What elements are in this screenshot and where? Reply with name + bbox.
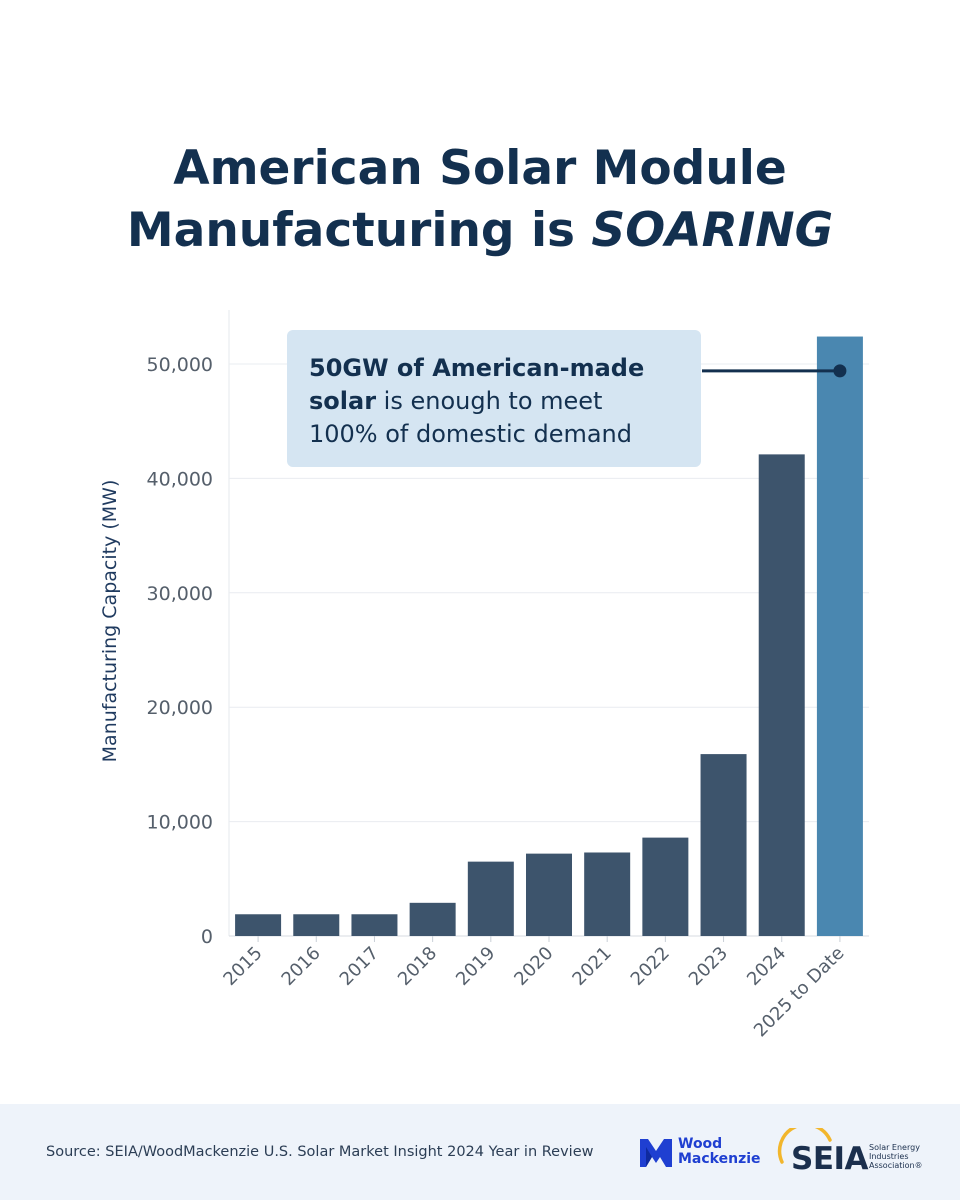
annotation-marker	[833, 364, 847, 378]
x-tick-label: 2021	[568, 943, 615, 990]
y-tick-label: 40,000	[147, 468, 213, 490]
y-tick-label: 10,000	[147, 812, 213, 834]
chart-title: American Solar Module Manufacturing is S…	[0, 138, 960, 262]
x-tick-label: 2024	[743, 943, 790, 990]
woodmackenzie-logo: Wood Mackenzie	[640, 1137, 770, 1171]
x-tick-label: 2023	[685, 943, 732, 990]
bar-2021	[584, 852, 631, 936]
y-tick-label: 50,000	[147, 354, 213, 376]
bar-2022	[642, 837, 689, 936]
woodmac-line-1: Wood	[678, 1136, 723, 1152]
y-tick-label: 30,000	[147, 583, 213, 605]
title-line-2-prefix: Manufacturing is	[126, 203, 592, 258]
annotation-callout: 50GW of American-made solar is enough to…	[287, 330, 701, 467]
bar-2017	[351, 914, 398, 936]
bar-2025-to-date	[816, 336, 863, 936]
seia-sun-arc-icon	[777, 1128, 832, 1164]
callout-bold-2: solar	[309, 387, 377, 415]
x-tick-label: 2022	[627, 943, 674, 990]
y-tick-label: 0	[201, 926, 213, 948]
seia-logo: SEIA Solar Energy Industries Association…	[776, 1128, 946, 1180]
bar-chart: 0 10,000 20,000 30,000 40,000 50,000 2015 2016…	[99, 310, 869, 1041]
callout-bold-1: 50GW of American-made	[309, 354, 645, 382]
callout-line-3: 100% of domestic demand	[309, 420, 633, 448]
x-tick-label: 2019	[452, 943, 499, 990]
seia-small-1: Solar Energy	[869, 1143, 920, 1152]
x-tick-label: 2020	[510, 943, 557, 990]
seia-wordmark: SEIA	[791, 1141, 869, 1177]
y-axis-label: Manufacturing Capacity (MW)	[99, 480, 121, 763]
callout-line-1: 50GW of American-made	[309, 352, 681, 385]
x-tick-label: 2018	[394, 943, 441, 990]
bar-2024	[758, 454, 805, 936]
seia-small-2: Industries	[869, 1152, 909, 1161]
x-tick-label: 2017	[336, 943, 383, 990]
bar-2020	[526, 853, 572, 936]
bar-2018	[409, 902, 456, 936]
callout-rest-2: is enough to meet	[376, 387, 603, 415]
bar-2023	[700, 754, 747, 936]
title-emphasis: SOARING	[591, 203, 834, 258]
woodmackenzie-wordmark: Wood Mackenzie	[678, 1137, 761, 1167]
title-line-1: American Solar Module	[173, 141, 787, 196]
y-tick-label: 20,000	[147, 697, 213, 719]
callout-line-2: solar is enough to meet	[309, 385, 681, 418]
bar-2015	[235, 914, 282, 936]
bar-2019	[467, 861, 514, 936]
title-line-2: Manufacturing is SOARING	[0, 200, 960, 262]
bar-2016	[293, 914, 340, 936]
source-note: Source: SEIA/WoodMackenzie U.S. Solar Ma…	[46, 1144, 594, 1160]
seia-fullname: Solar Energy Industries Association®	[869, 1143, 923, 1170]
footer: Source: SEIA/WoodMackenzie U.S. Solar Ma…	[0, 1104, 960, 1200]
woodmackenzie-mark-icon	[640, 1139, 672, 1167]
x-tick-label: 2015	[219, 943, 266, 990]
woodmac-line-2: Mackenzie	[678, 1151, 761, 1167]
seia-small-3: Association®	[869, 1161, 923, 1170]
x-tick-label: 2016	[278, 943, 325, 990]
